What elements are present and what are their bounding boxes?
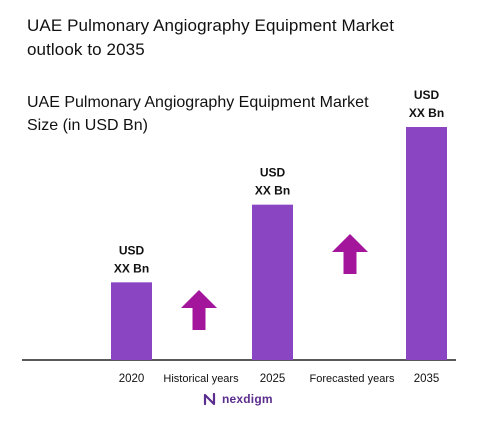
data-label-value-2025: XX Bn	[255, 184, 290, 198]
data-label-currency-2035: USD	[414, 88, 440, 102]
chart-subtitle: UAE Pulmonary Angiography Equipment Mark…	[27, 94, 369, 134]
bar-2035	[406, 127, 447, 360]
period-label-forecast: Forecasted years	[310, 373, 395, 385]
x-tick-label-2020: 2020	[119, 373, 145, 385]
period-label-historical: Historical years	[163, 373, 239, 385]
chart-title: UAE Pulmonary Angiography Equipment Mark…	[27, 16, 395, 59]
data-label-value-2035: XX Bn	[409, 106, 444, 120]
bar-2025	[252, 204, 293, 360]
bar-2020	[111, 282, 152, 360]
brand-logo: nexdigm	[203, 391, 273, 407]
growth-arrow-icon-forecast	[332, 234, 368, 274]
data-label-currency-2020: USD	[119, 243, 145, 257]
x-tick-label-2035: 2035	[414, 373, 440, 385]
x-tick-label-2025: 2025	[260, 373, 286, 385]
brand-icon	[203, 392, 216, 406]
growth-arrow-icon-historical	[181, 290, 217, 330]
brand-name: nexdigm	[222, 392, 273, 406]
data-label-value-2020: XX Bn	[114, 261, 149, 275]
data-label-currency-2025: USD	[260, 166, 286, 180]
